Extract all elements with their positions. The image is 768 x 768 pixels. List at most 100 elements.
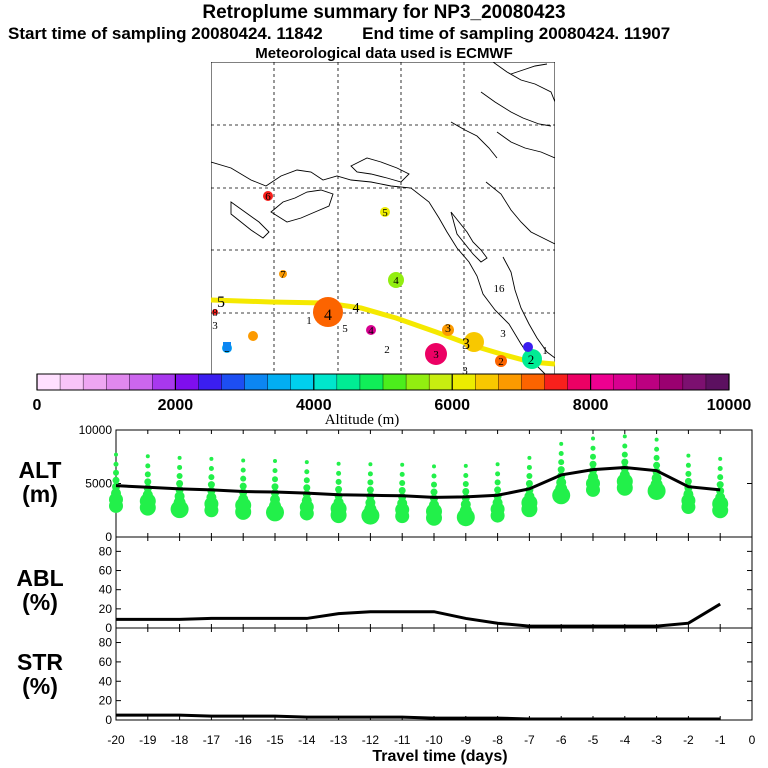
cluster-label: 5	[342, 323, 348, 335]
colorbar-cell	[405, 373, 430, 391]
alt-particle-dot	[113, 469, 119, 476]
str-ytick-label: 0	[105, 713, 112, 727]
cluster-marker	[442, 324, 454, 336]
alt-particle-dot	[176, 473, 183, 480]
plume-path-label: 2	[528, 352, 535, 367]
start-time: Start time of sampling 20080424. 11842	[8, 24, 323, 43]
abl-panel-label: ABL (%)	[0, 566, 80, 614]
alt-particle-dot	[240, 475, 247, 482]
plume-path-label: 3	[462, 336, 470, 353]
alt-particle-dot	[176, 480, 184, 487]
colorbar-tick-label: 0	[33, 397, 42, 414]
alt-particle-dot	[177, 455, 182, 460]
alt-ytick-label: 0	[105, 530, 112, 544]
alt-particle-dot	[399, 471, 405, 477]
alt-particle-dot	[558, 451, 564, 457]
colorbar-cell	[428, 373, 453, 391]
x-tick-label: -20	[107, 733, 125, 747]
str-label-name: STR	[17, 649, 63, 675]
alt-label-name: ALT	[18, 457, 62, 483]
x-tick-label: -1	[715, 733, 726, 747]
alt-particle-dot	[336, 461, 341, 466]
x-tick-label: -5	[588, 733, 599, 747]
alt-particle-dot	[685, 462, 691, 468]
x-tick-label: -10	[425, 733, 443, 747]
colorbar-cell	[290, 373, 315, 391]
alt-particle-dot	[333, 497, 344, 508]
alt-particle-dot	[494, 486, 502, 494]
alt-particle-dot	[430, 488, 438, 496]
alt-particle-dot	[462, 481, 469, 488]
colorbar-cell	[129, 373, 153, 391]
colorbar-cell	[267, 373, 292, 391]
cluster-label: 2	[384, 344, 390, 356]
colorbar-cell	[198, 373, 223, 391]
alt-particle-dot	[463, 472, 469, 478]
alt-label-unit: (m)	[22, 481, 58, 507]
alt-particle-dot	[495, 471, 501, 477]
alt-particle-dot	[431, 481, 437, 488]
colorbar-cell	[336, 373, 361, 391]
cluster-label: 5	[382, 207, 388, 219]
alt-particle-dot	[621, 458, 629, 466]
alt-particle-dot	[526, 473, 533, 480]
alt-particle-dot	[715, 492, 726, 503]
alt-particle-dot	[622, 443, 628, 449]
alt-particle-dot	[492, 497, 503, 508]
cluster-label: 8	[212, 307, 218, 319]
met-data-note: Meteorological data used is ECMWF	[255, 45, 513, 62]
colorbar-cell	[152, 373, 176, 391]
abl-ytick-label: 60	[99, 564, 113, 578]
colorbar-cell	[221, 373, 246, 391]
cluster-marker	[425, 343, 447, 365]
alt-particle-dot	[239, 482, 247, 490]
colorbar-cell	[659, 373, 684, 391]
alt-particle-dot	[399, 479, 406, 486]
colorbar-cell	[567, 373, 592, 391]
colorbar-tick-label: 6000	[434, 397, 470, 414]
str-panel-label: STR (%)	[0, 650, 80, 698]
x-tick-label: -12	[362, 733, 380, 747]
cluster-label: 3	[462, 365, 468, 374]
altitude-colorbar: 0 2000 4000 6000 8000 10000 Altitude (m)	[33, 373, 751, 428]
colorbar-tick-label: 8000	[573, 397, 609, 414]
alt-particle-dot	[717, 466, 723, 472]
alt-particle-dot	[588, 472, 598, 483]
alt-particle-dot	[651, 473, 662, 484]
alt-particle-dot	[335, 478, 342, 485]
cluster-marker	[380, 207, 390, 217]
alt-particle-dot	[206, 492, 217, 503]
alt-particle-dot	[621, 451, 628, 458]
alt-particle-dot	[527, 455, 532, 460]
abl-frame	[115, 536, 753, 629]
alt-ytick-label: 5000	[85, 477, 112, 491]
alt-particle-dot	[559, 441, 564, 446]
alt-particle-dot	[431, 473, 437, 479]
abl-ytick-label: 20	[99, 602, 113, 616]
alt-particle-dot	[303, 477, 310, 484]
str-series-line	[116, 713, 721, 721]
alt-particle-dot	[619, 469, 630, 480]
cluster-marker	[464, 332, 484, 352]
x-tick-label: -11	[394, 733, 411, 747]
cluster-marker	[279, 270, 287, 278]
abl-panel: 0 20 40 60 80	[99, 536, 753, 635]
x-tick-label: -4	[619, 733, 630, 747]
colorbar-cell	[82, 373, 107, 391]
alt-particle-dot	[432, 464, 436, 469]
x-tick-label: -17	[203, 733, 221, 747]
alt-panel: 0 5000 10000	[79, 423, 753, 544]
abl-ytick-label: 40	[99, 583, 113, 597]
cluster-marker	[313, 297, 343, 327]
alt-panel-label: ALT (m)	[0, 458, 80, 506]
colorbar-cell	[313, 373, 338, 391]
end-time: End time of sampling 20080424. 11907	[362, 24, 671, 43]
alt-particle-dot	[209, 456, 214, 461]
alt-particle-dot	[463, 463, 468, 468]
cluster-label: 3	[500, 328, 506, 340]
cluster-markers: 654743228163152331544332	[212, 191, 548, 374]
alt-particle-dot	[590, 445, 596, 451]
alt-particle-dot	[495, 462, 500, 467]
alt-particle-dot	[366, 486, 374, 494]
x-axis-ticks: -20 -19 -18 -17 -16 -15 -14 -13 -12 -11 -10 -9 -8 -7-…	[107, 733, 755, 747]
